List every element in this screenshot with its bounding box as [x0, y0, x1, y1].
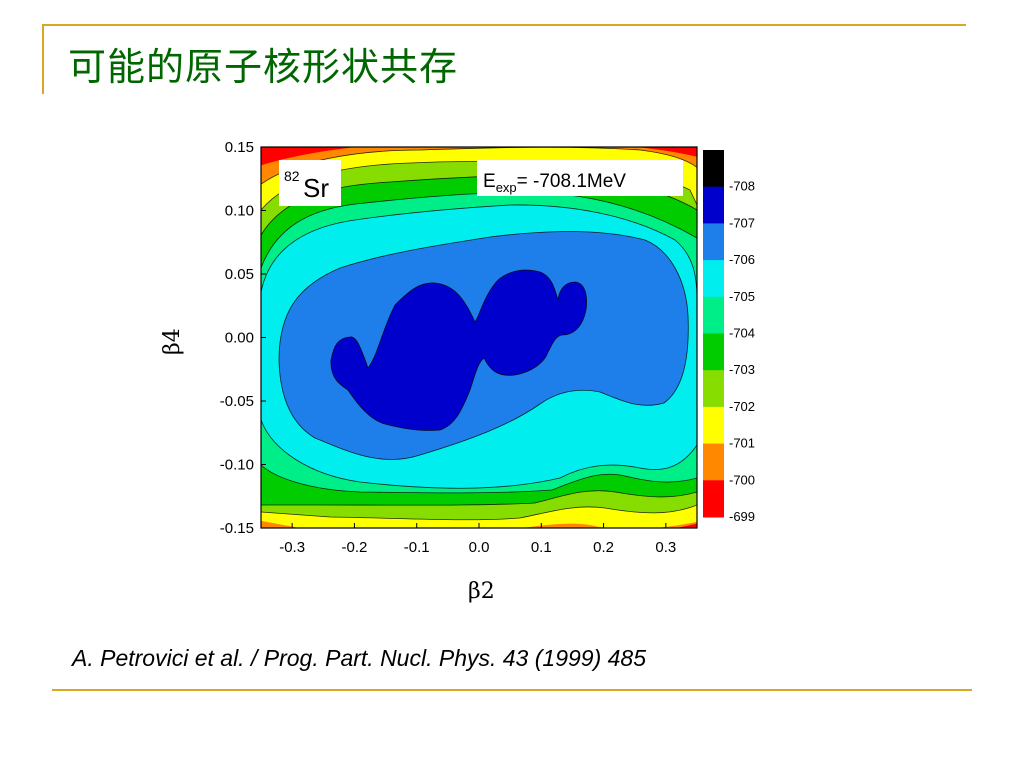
x-axis: -0.3 -0.2 -0.1 0.0 0.1 0.2 0.3	[279, 523, 676, 556]
colorbar-swatch	[703, 480, 724, 518]
y-tick-label: -0.10	[220, 457, 254, 474]
colorbar-label: -708	[729, 179, 755, 194]
colorbar-label: -707	[729, 215, 755, 230]
x-tick-label: 0.1	[531, 539, 552, 556]
citation: A. Petrovici et al. / Prog. Part. Nucl. …	[72, 645, 646, 671]
colorbar-label: -701	[729, 436, 755, 451]
energy-label-value: = -708.1MeV	[517, 171, 627, 192]
y-tick-label: -0.15	[220, 520, 254, 537]
colorbar-label: -700	[729, 472, 755, 487]
nucleus-symbol: Sr	[303, 173, 329, 203]
colorbar-swatch	[703, 443, 724, 481]
x-tick-label: 0.2	[593, 539, 614, 556]
x-tick-label: -0.1	[404, 539, 430, 556]
colorbar-label: -699	[729, 509, 755, 524]
colorbar-swatch	[703, 333, 724, 371]
colorbar-swatch	[703, 223, 724, 261]
colorbar-swatch	[703, 370, 724, 408]
y-tick-label: 0.00	[225, 330, 254, 347]
bottom-rule	[52, 689, 972, 691]
colorbar-label: -703	[729, 362, 755, 377]
nucleus-mass-number: 82	[284, 168, 300, 184]
y-tick-label: 0.05	[225, 266, 254, 283]
title-rule-side	[42, 24, 44, 94]
contour-fill	[261, 147, 697, 528]
energy-annotation: Eexp= -708.1MeV	[477, 160, 683, 196]
colorbar-label: -702	[729, 399, 755, 414]
slide-title: 可能的原子核形状共存	[68, 45, 459, 89]
energy-label-main: E	[483, 171, 496, 192]
x-tick-label: -0.3	[279, 539, 305, 556]
x-axis-label: β2	[468, 579, 495, 604]
x-tick-label: 0.0	[469, 539, 490, 556]
y-tick-label: -0.05	[220, 393, 254, 410]
colorbar-swatch	[703, 150, 724, 188]
y-axis-label: β4	[160, 328, 185, 355]
colorbar-label: -704	[729, 326, 755, 341]
title-rule-top	[42, 24, 966, 26]
y-tick-label: 0.10	[225, 203, 254, 220]
x-tick-label: 0.3	[655, 539, 676, 556]
colorbar-swatch	[703, 186, 724, 224]
colorbar-label: -705	[729, 289, 755, 304]
colorbar-swatch	[703, 260, 724, 298]
colorbar-label: -706	[729, 252, 755, 267]
nucleus-label-box: 82 Sr	[279, 160, 341, 206]
colorbar-swatch	[703, 296, 724, 334]
x-tick-label: -0.2	[341, 539, 367, 556]
contour-chart: -0.3 -0.2 -0.1 0.0 0.1 0.2 0.3 0.15 0.10 0.05 0.0…	[160, 139, 755, 604]
colorbar-swatch	[703, 406, 724, 445]
y-axis: 0.15 0.10 0.05 0.00 -0.05 -0.10 -0.15	[220, 139, 266, 537]
colorbar: -708 -707 -706 -705 -704 -703 -702 -701 -700 -699	[703, 150, 755, 524]
energy-label-subscript: exp	[496, 180, 517, 195]
svg-text:Eexp= -708.1MeV: Eexp= -708.1MeV	[483, 171, 626, 195]
y-tick-label: 0.15	[225, 139, 254, 156]
